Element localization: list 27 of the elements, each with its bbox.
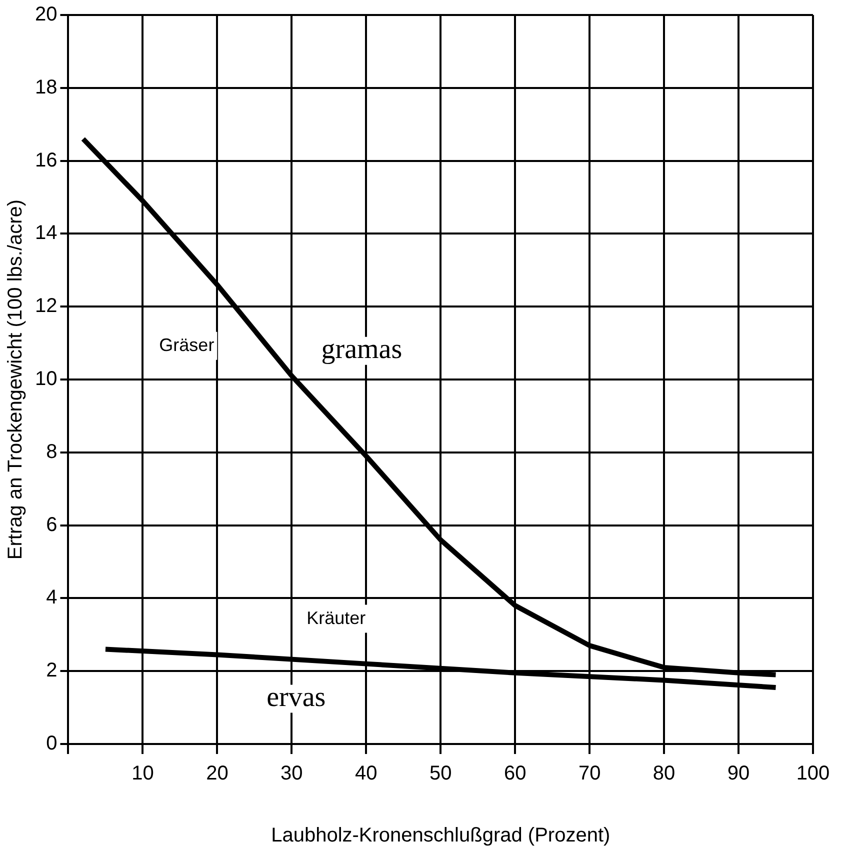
annotation: gramas: [321, 334, 402, 366]
x-tick-label: 20: [206, 762, 228, 785]
y-tick-label: 8: [46, 440, 58, 463]
y-tick-label: 10: [34, 368, 58, 390]
x-tick-label: 10: [132, 762, 154, 785]
y-tick-label: 6: [46, 514, 58, 536]
x-tick-label: 50: [430, 762, 452, 785]
y-axis-title: Ertrag an Trockengewicht (100 lbs./acre): [4, 199, 27, 560]
y-tick-label: 14: [34, 222, 58, 244]
x-tick-label: 100: [796, 762, 830, 785]
x-axis-title: Laubholz-Kronenschlußgrad (Prozent): [271, 824, 610, 847]
x-tick-label: 60: [504, 762, 526, 785]
y-tick-label: 20: [34, 4, 58, 26]
x-tick-label: 90: [727, 762, 750, 785]
y-tick-label: 0: [46, 732, 58, 755]
series-label: Gräser: [159, 334, 214, 355]
y-tick-label: 18: [34, 76, 58, 98]
y-tick-label: 12: [34, 295, 58, 318]
x-tick-label: 70: [578, 762, 601, 785]
x-tick-label: 80: [652, 762, 676, 785]
y-tick-label: 16: [34, 149, 58, 172]
y-tick-label: 4: [46, 586, 58, 609]
series-label: Kräuter: [306, 608, 366, 628]
y-tick-label: 2: [46, 660, 58, 682]
x-tick-label: 30: [280, 762, 303, 785]
x-tick-label: 40: [355, 762, 378, 785]
annotation: ervas: [266, 682, 326, 714]
